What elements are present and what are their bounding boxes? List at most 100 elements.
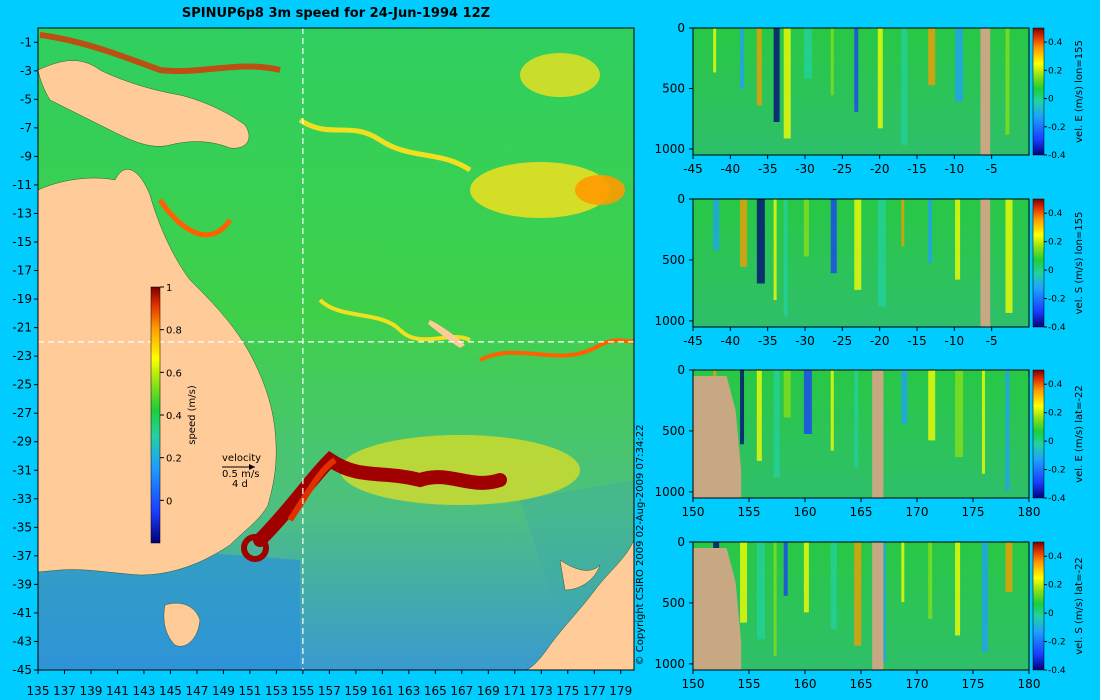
warm-patch-north <box>520 53 600 97</box>
eddy-jet-tasman <box>253 450 507 547</box>
section-x-tick-label: -30 <box>795 334 815 348</box>
section-x-tick-label: 165 <box>850 505 873 519</box>
section-x-tick-label: 180 <box>1018 677 1041 691</box>
section-colorbar-tick-label: -0.4 <box>1048 666 1066 676</box>
section-x-tick-label: -25 <box>833 334 853 348</box>
section-colorbar-label: vel. S (m/s) lon=155 <box>1074 212 1085 315</box>
section-streak <box>955 28 964 102</box>
map-x-tick-label: 161 <box>371 684 394 698</box>
map-x-tick-label: 163 <box>397 684 420 698</box>
map-y-tick-label: -1 <box>20 35 32 49</box>
map-x-tick-label: 151 <box>238 684 261 698</box>
section-streak <box>955 199 961 280</box>
section-colorbar-tick-label: -0.4 <box>1048 151 1066 161</box>
section-streak <box>854 370 859 468</box>
section-streak <box>901 370 908 424</box>
section-colorbar <box>1032 541 1045 671</box>
section-x-tick-label: -30 <box>795 162 815 176</box>
map-x-tick-label: 179 <box>609 684 632 698</box>
map-x-tick-label: 171 <box>503 684 526 698</box>
velocity-key: velocity 0.5 m/s 4 d <box>222 453 261 490</box>
section-streak <box>756 542 765 640</box>
map-y-tick-label: -35 <box>12 520 32 534</box>
speed-map <box>38 28 634 670</box>
section-streak <box>773 28 780 122</box>
section-streak <box>713 28 717 73</box>
section-streak <box>1005 542 1013 592</box>
jet-meander-b <box>479 338 634 362</box>
section-field <box>693 370 1029 498</box>
section-colorbar-label: vel. S (m/s) lat=-22 <box>1074 557 1085 655</box>
section-streak <box>901 199 905 247</box>
section-x-tick-label: 160 <box>794 677 817 691</box>
section-vel-s-lon155: -45 -40 -35 -30 -25 -20 -15 -10 -5 0 500 1000 0.4 0.2… <box>654 192 1085 348</box>
map-y-tick-label: -11 <box>12 178 32 192</box>
map-y-tick-label: -5 <box>20 92 32 106</box>
section-y-tick-label: 1000 <box>654 314 685 328</box>
section-streak <box>773 370 780 478</box>
section-y-tick-label: 1000 <box>654 142 685 156</box>
land-new-caledonia <box>428 320 465 348</box>
speed-colorbar-ticks: 1 0.8 0.6 0.4 0.2 0 <box>160 283 182 507</box>
map-y-tick-label: -45 <box>12 663 32 677</box>
map-x-tick-label: 153 <box>265 684 288 698</box>
section-frame <box>692 27 1030 156</box>
section-x-tick-label: -5 <box>986 334 998 348</box>
section-colorbar <box>1032 369 1045 499</box>
section-colorbar <box>1032 27 1045 156</box>
map-x-tick-label: 149 <box>212 684 235 698</box>
section-streak <box>928 28 936 86</box>
land-tasmania <box>163 602 201 647</box>
map-y-tick-label: -9 <box>20 149 32 163</box>
map-y-tick-label: -3 <box>20 64 32 78</box>
section-streak <box>877 28 883 129</box>
section-vel-e-lon155: -45 -40 -35 -30 -25 -20 -15 -10 -5 0 500 1000 0.4 0.2… <box>654 21 1085 176</box>
section-x-tick-label: 175 <box>962 677 985 691</box>
section-streak <box>830 199 837 274</box>
section-x-tick-label: -10 <box>945 334 965 348</box>
map-x-tick-label: 157 <box>318 684 341 698</box>
section-x-tick-label: -15 <box>907 334 927 348</box>
map-x-tick-label: 137 <box>53 684 76 698</box>
section-panels: -45 -40 -35 -30 -25 -20 -15 -10 -5 0 500 1000 0.4 0.2… <box>654 21 1085 691</box>
map-x-tick-label: 155 <box>291 684 314 698</box>
section-land <box>872 542 884 670</box>
land-new-guinea <box>38 60 250 149</box>
section-streak <box>783 542 788 596</box>
section-colorbar-tick-label: 0 <box>1048 437 1054 447</box>
section-x-tick-label: -45 <box>683 334 703 348</box>
section-vel-s-lat-22: 150 155 160 165 170 175 180 0 500 1000 0.4 0.2 0 -0.2… <box>654 535 1085 691</box>
jet-north-coast <box>39 32 281 75</box>
section-streak <box>981 370 985 474</box>
map-y-tick-label: -37 <box>12 549 32 563</box>
section-colorbar-tick-label: -0.2 <box>1048 295 1066 305</box>
map-y-ticks: -1 -3 -5 -7 -9 -11 -13 -15 -17 -19 -21 -23 -25 -27 -29… <box>12 35 38 677</box>
section-colorbar <box>1032 198 1045 328</box>
section-y-tick-label: 0 <box>677 363 685 377</box>
map-x-tick-label: 145 <box>159 684 182 698</box>
section-colorbar-label: vel. E (m/s) lat=-22 <box>1074 385 1085 483</box>
section-y-tick-label: 1000 <box>654 485 685 499</box>
warm-patch-east <box>575 175 625 205</box>
map-x-tick-label: 177 <box>583 684 606 698</box>
section-x-tick-label: 170 <box>906 677 929 691</box>
speed-colorbar-tick-label: 1 <box>166 283 172 294</box>
map-y-tick-label: -31 <box>12 463 32 477</box>
speed-colorbar-tick-label: 0.2 <box>166 454 182 465</box>
map-x-tick-label: 147 <box>185 684 208 698</box>
warm-patch-coral-sea <box>470 162 610 218</box>
section-streak <box>803 370 812 434</box>
section-streak <box>783 199 788 317</box>
section-x-tick-label: -35 <box>758 334 778 348</box>
section-streak <box>928 370 936 441</box>
eddy-jet-inner <box>287 457 337 522</box>
section-streak <box>713 199 720 251</box>
section-x-tick-label: 155 <box>738 677 761 691</box>
section-x-tick-label: -15 <box>907 162 927 176</box>
map-x-tick-label: 139 <box>80 684 103 698</box>
map-y-tick-label: -39 <box>12 577 32 591</box>
map-y-tick-label: -23 <box>12 349 32 363</box>
speed-colorbar-label: speed (m/s) <box>187 385 198 445</box>
section-streak <box>830 370 834 451</box>
section-field <box>693 28 1029 155</box>
